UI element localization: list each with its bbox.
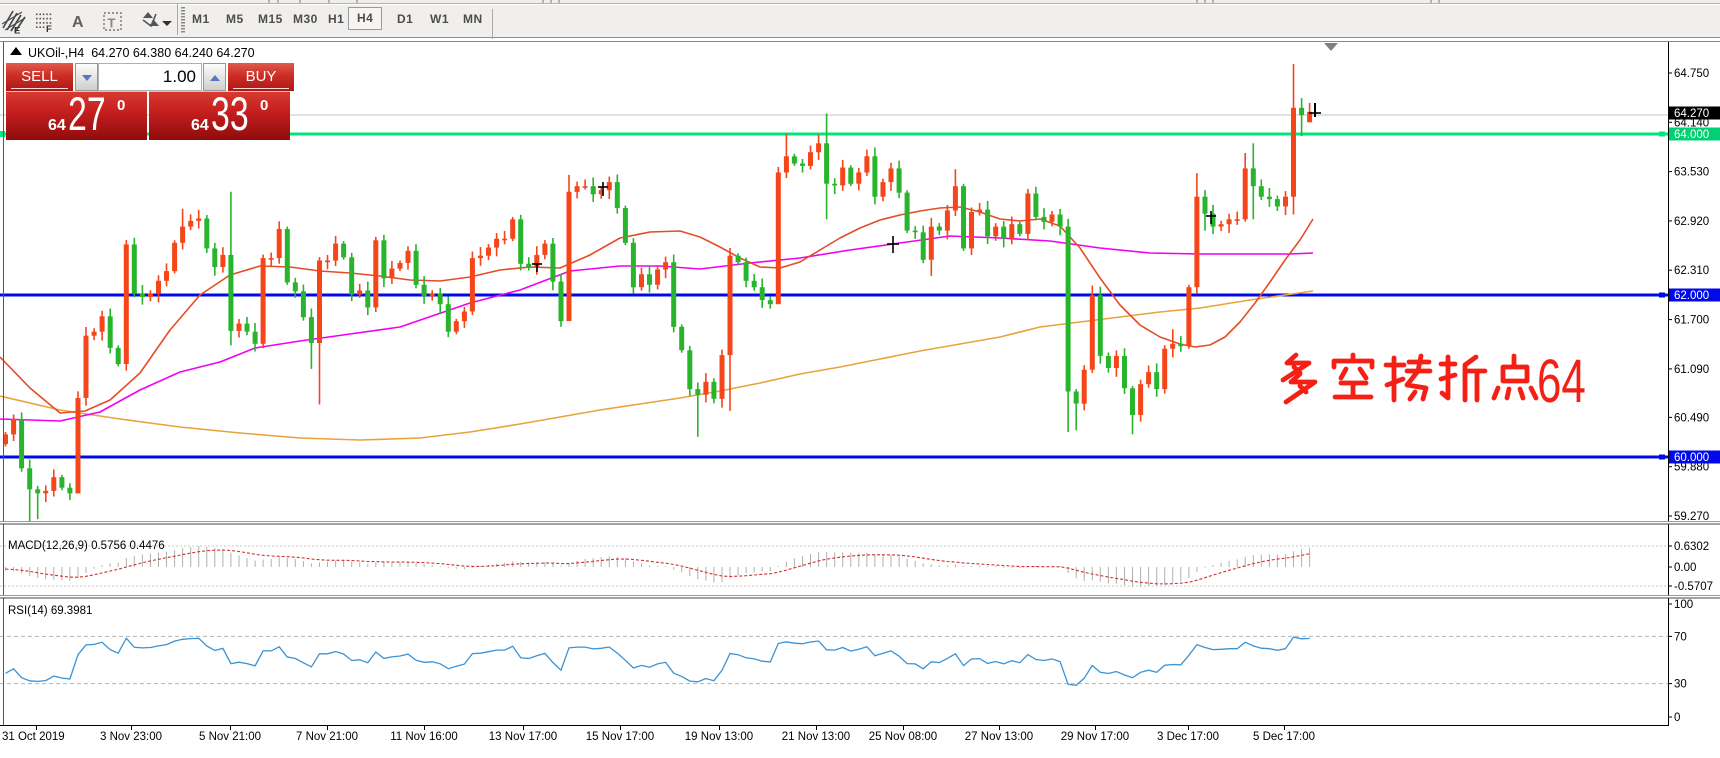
svg-text:62.000: 62.000 [1674, 290, 1709, 302]
svg-text:27 Nov 13:00: 27 Nov 13:00 [965, 731, 1033, 743]
svg-text:59.270: 59.270 [1674, 511, 1709, 523]
svg-text:MACD(12,26,9) 0.5756 0.4476: MACD(12,26,9) 0.5756 0.4476 [8, 540, 165, 552]
svg-text:5 Dec 17:00: 5 Dec 17:00 [1253, 731, 1315, 743]
svg-text:62.310: 62.310 [1674, 265, 1709, 277]
svg-text:0.00: 0.00 [1674, 562, 1696, 574]
svg-text:RSI(14) 69.3981: RSI(14) 69.3981 [8, 605, 92, 617]
svg-text:0: 0 [1674, 712, 1680, 724]
svg-text:64: 64 [1537, 348, 1586, 416]
svg-text:25 Nov 08:00: 25 Nov 08:00 [869, 731, 937, 743]
svg-text:15 Nov 17:00: 15 Nov 17:00 [586, 731, 654, 743]
svg-text:100: 100 [1674, 599, 1693, 611]
svg-text:61.700: 61.700 [1674, 315, 1709, 327]
svg-text:63.530: 63.530 [1674, 167, 1709, 179]
svg-text:64.270: 64.270 [1674, 108, 1709, 120]
svg-text:59.880: 59.880 [1674, 462, 1709, 474]
svg-text:30: 30 [1674, 679, 1687, 691]
svg-text:29 Nov 17:00: 29 Nov 17:00 [1061, 731, 1129, 743]
svg-text:61.090: 61.090 [1674, 364, 1709, 376]
svg-text:3 Nov 23:00: 3 Nov 23:00 [100, 731, 162, 743]
svg-text:11 Nov 16:00: 11 Nov 16:00 [390, 731, 458, 743]
svg-text:60.000: 60.000 [1674, 452, 1709, 464]
svg-text:0.6302: 0.6302 [1674, 541, 1709, 553]
svg-text:T: T [108, 16, 116, 31]
svg-text:70: 70 [1674, 631, 1687, 643]
svg-text:A: A [72, 14, 84, 31]
svg-text:5 Nov 21:00: 5 Nov 21:00 [199, 731, 261, 743]
svg-text:3 Dec 17:00: 3 Dec 17:00 [1157, 731, 1219, 743]
svg-text:13 Nov 17:00: 13 Nov 17:00 [489, 731, 557, 743]
svg-text:19 Nov 13:00: 19 Nov 13:00 [685, 731, 753, 743]
svg-text:-0.5707: -0.5707 [1674, 581, 1713, 593]
svg-text:7 Nov 21:00: 7 Nov 21:00 [296, 731, 358, 743]
svg-text:UKOil-,H4 64.270 64.380 64.24: UKOil-,H4 64.270 64.380 64.240 64.270 [28, 46, 255, 60]
svg-text:64.000: 64.000 [1674, 129, 1709, 141]
svg-text:31 Oct 2019: 31 Oct 2019 [2, 731, 65, 743]
svg-text:E: E [14, 26, 20, 37]
svg-text:62.920: 62.920 [1674, 216, 1709, 228]
svg-text:60.490: 60.490 [1674, 412, 1709, 424]
svg-text:21 Nov 13:00: 21 Nov 13:00 [782, 731, 850, 743]
svg-text:64.750: 64.750 [1674, 68, 1709, 80]
svg-text:F: F [46, 24, 52, 35]
svg-text:64.140: 64.140 [1674, 117, 1709, 129]
